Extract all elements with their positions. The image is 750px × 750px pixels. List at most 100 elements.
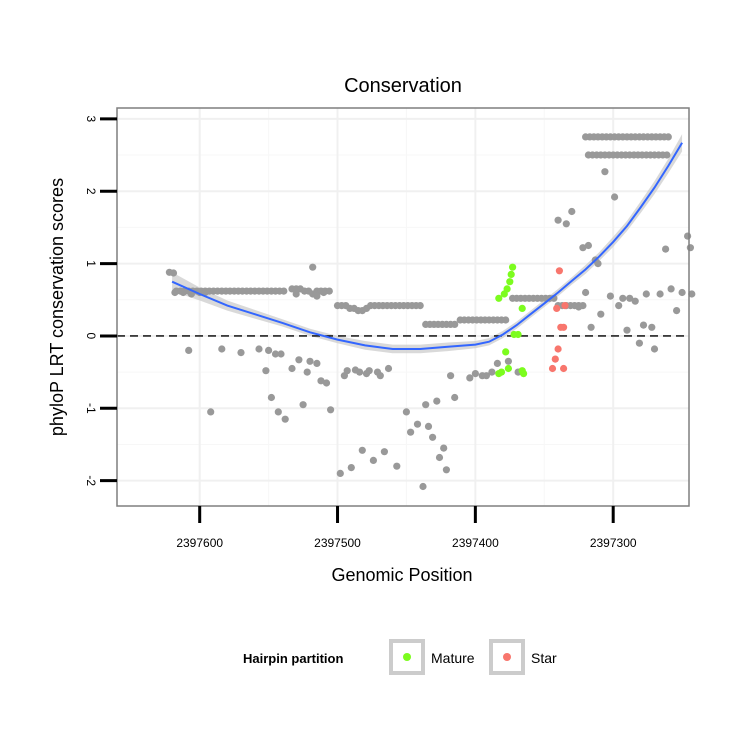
- background-point: [493, 359, 501, 367]
- background-point: [407, 428, 415, 436]
- legend: Hairpin partition Mature Star: [243, 639, 557, 675]
- background-point: [365, 367, 373, 375]
- legend-swatch-mature: [403, 653, 411, 661]
- background-points: [165, 133, 696, 491]
- background-point: [673, 307, 681, 315]
- background-point: [320, 288, 328, 297]
- background-point: [218, 345, 226, 353]
- background-point: [626, 294, 634, 302]
- background-point: [171, 288, 179, 297]
- background-point: [322, 379, 331, 387]
- background-point: [433, 397, 441, 405]
- chart-title: Conservation: [344, 75, 462, 97]
- background-point: [502, 316, 510, 324]
- x-tick-label: 2397300: [590, 536, 637, 550]
- x-tick-label: 2397500: [314, 536, 361, 550]
- background-point: [313, 292, 321, 300]
- background-point: [631, 297, 639, 305]
- background-point: [281, 415, 289, 423]
- background-point: [623, 326, 631, 334]
- background-point: [313, 359, 321, 367]
- background-point: [678, 288, 686, 297]
- background-point: [656, 290, 664, 298]
- background-point: [611, 193, 619, 201]
- mature-point: [520, 370, 528, 378]
- background-point: [356, 368, 364, 376]
- x-axis-title: Genomic Position: [331, 565, 472, 585]
- background-point: [667, 285, 675, 293]
- background-point: [451, 320, 459, 328]
- background-point: [402, 408, 410, 416]
- background-point: [380, 448, 388, 456]
- background-point: [615, 302, 623, 310]
- mature-point: [514, 330, 522, 339]
- star-point: [555, 267, 564, 275]
- star-point: [548, 364, 557, 373]
- background-point: [504, 357, 512, 365]
- panel-border: [116, 107, 690, 507]
- background-point: [393, 462, 401, 470]
- background-point: [413, 420, 422, 428]
- background-point: [292, 290, 300, 298]
- star-point: [551, 355, 559, 363]
- background-point: [267, 393, 275, 402]
- background-point: [619, 294, 627, 302]
- mature-point: [495, 370, 503, 378]
- background-point: [582, 288, 590, 297]
- background-point: [265, 346, 273, 354]
- mature-points: [495, 263, 528, 378]
- background-point: [429, 433, 437, 441]
- x-axis: 2397600 2397500 2397400 2397300: [176, 506, 637, 550]
- star-point: [560, 364, 568, 373]
- background-point: [306, 357, 314, 365]
- background-point: [639, 321, 648, 329]
- background-point: [422, 401, 430, 409]
- star-point: [554, 345, 562, 353]
- background-point: [435, 453, 444, 462]
- plot-panel: [116, 107, 696, 507]
- mature-point: [495, 294, 503, 302]
- background-point: [277, 350, 285, 358]
- y-tick-label: -2: [84, 475, 98, 486]
- mature-point: [504, 364, 512, 373]
- background-point: [440, 444, 448, 452]
- background-point: [597, 310, 605, 318]
- legend-swatch-star: [503, 653, 511, 661]
- background-point: [688, 290, 696, 298]
- y-tick-label: -1: [84, 403, 98, 414]
- background-point: [237, 349, 245, 357]
- background-point: [369, 456, 377, 464]
- y-tick-label: 1: [84, 260, 98, 267]
- background-point: [662, 245, 670, 253]
- background-point: [271, 350, 280, 358]
- background-point: [562, 220, 570, 228]
- background-point: [288, 364, 296, 373]
- background-point: [317, 377, 325, 385]
- background-point: [185, 346, 193, 354]
- background-point: [327, 406, 335, 414]
- background-point: [686, 244, 695, 252]
- star-point: [561, 302, 569, 310]
- background-point: [554, 216, 562, 224]
- background-point: [358, 446, 366, 454]
- background-point: [642, 290, 650, 298]
- background-point: [601, 168, 609, 176]
- background-point: [295, 356, 303, 364]
- background-point: [447, 372, 455, 380]
- background-point: [201, 288, 209, 297]
- background-point: [466, 374, 474, 382]
- mature-point: [518, 304, 526, 312]
- background-point: [347, 464, 355, 472]
- background-point: [384, 364, 393, 373]
- mature-point: [503, 285, 511, 293]
- background-point: [471, 370, 479, 378]
- background-point: [255, 345, 263, 353]
- background-point: [663, 151, 671, 159]
- background-point: [376, 372, 384, 380]
- y-axis-title: phyloP LRT conservation scores: [47, 178, 67, 436]
- background-point: [274, 408, 282, 416]
- y-tick-label: 2: [84, 188, 98, 195]
- mature-point: [508, 263, 517, 271]
- background-point: [594, 260, 602, 268]
- smooth-fit-layer: [171, 142, 683, 350]
